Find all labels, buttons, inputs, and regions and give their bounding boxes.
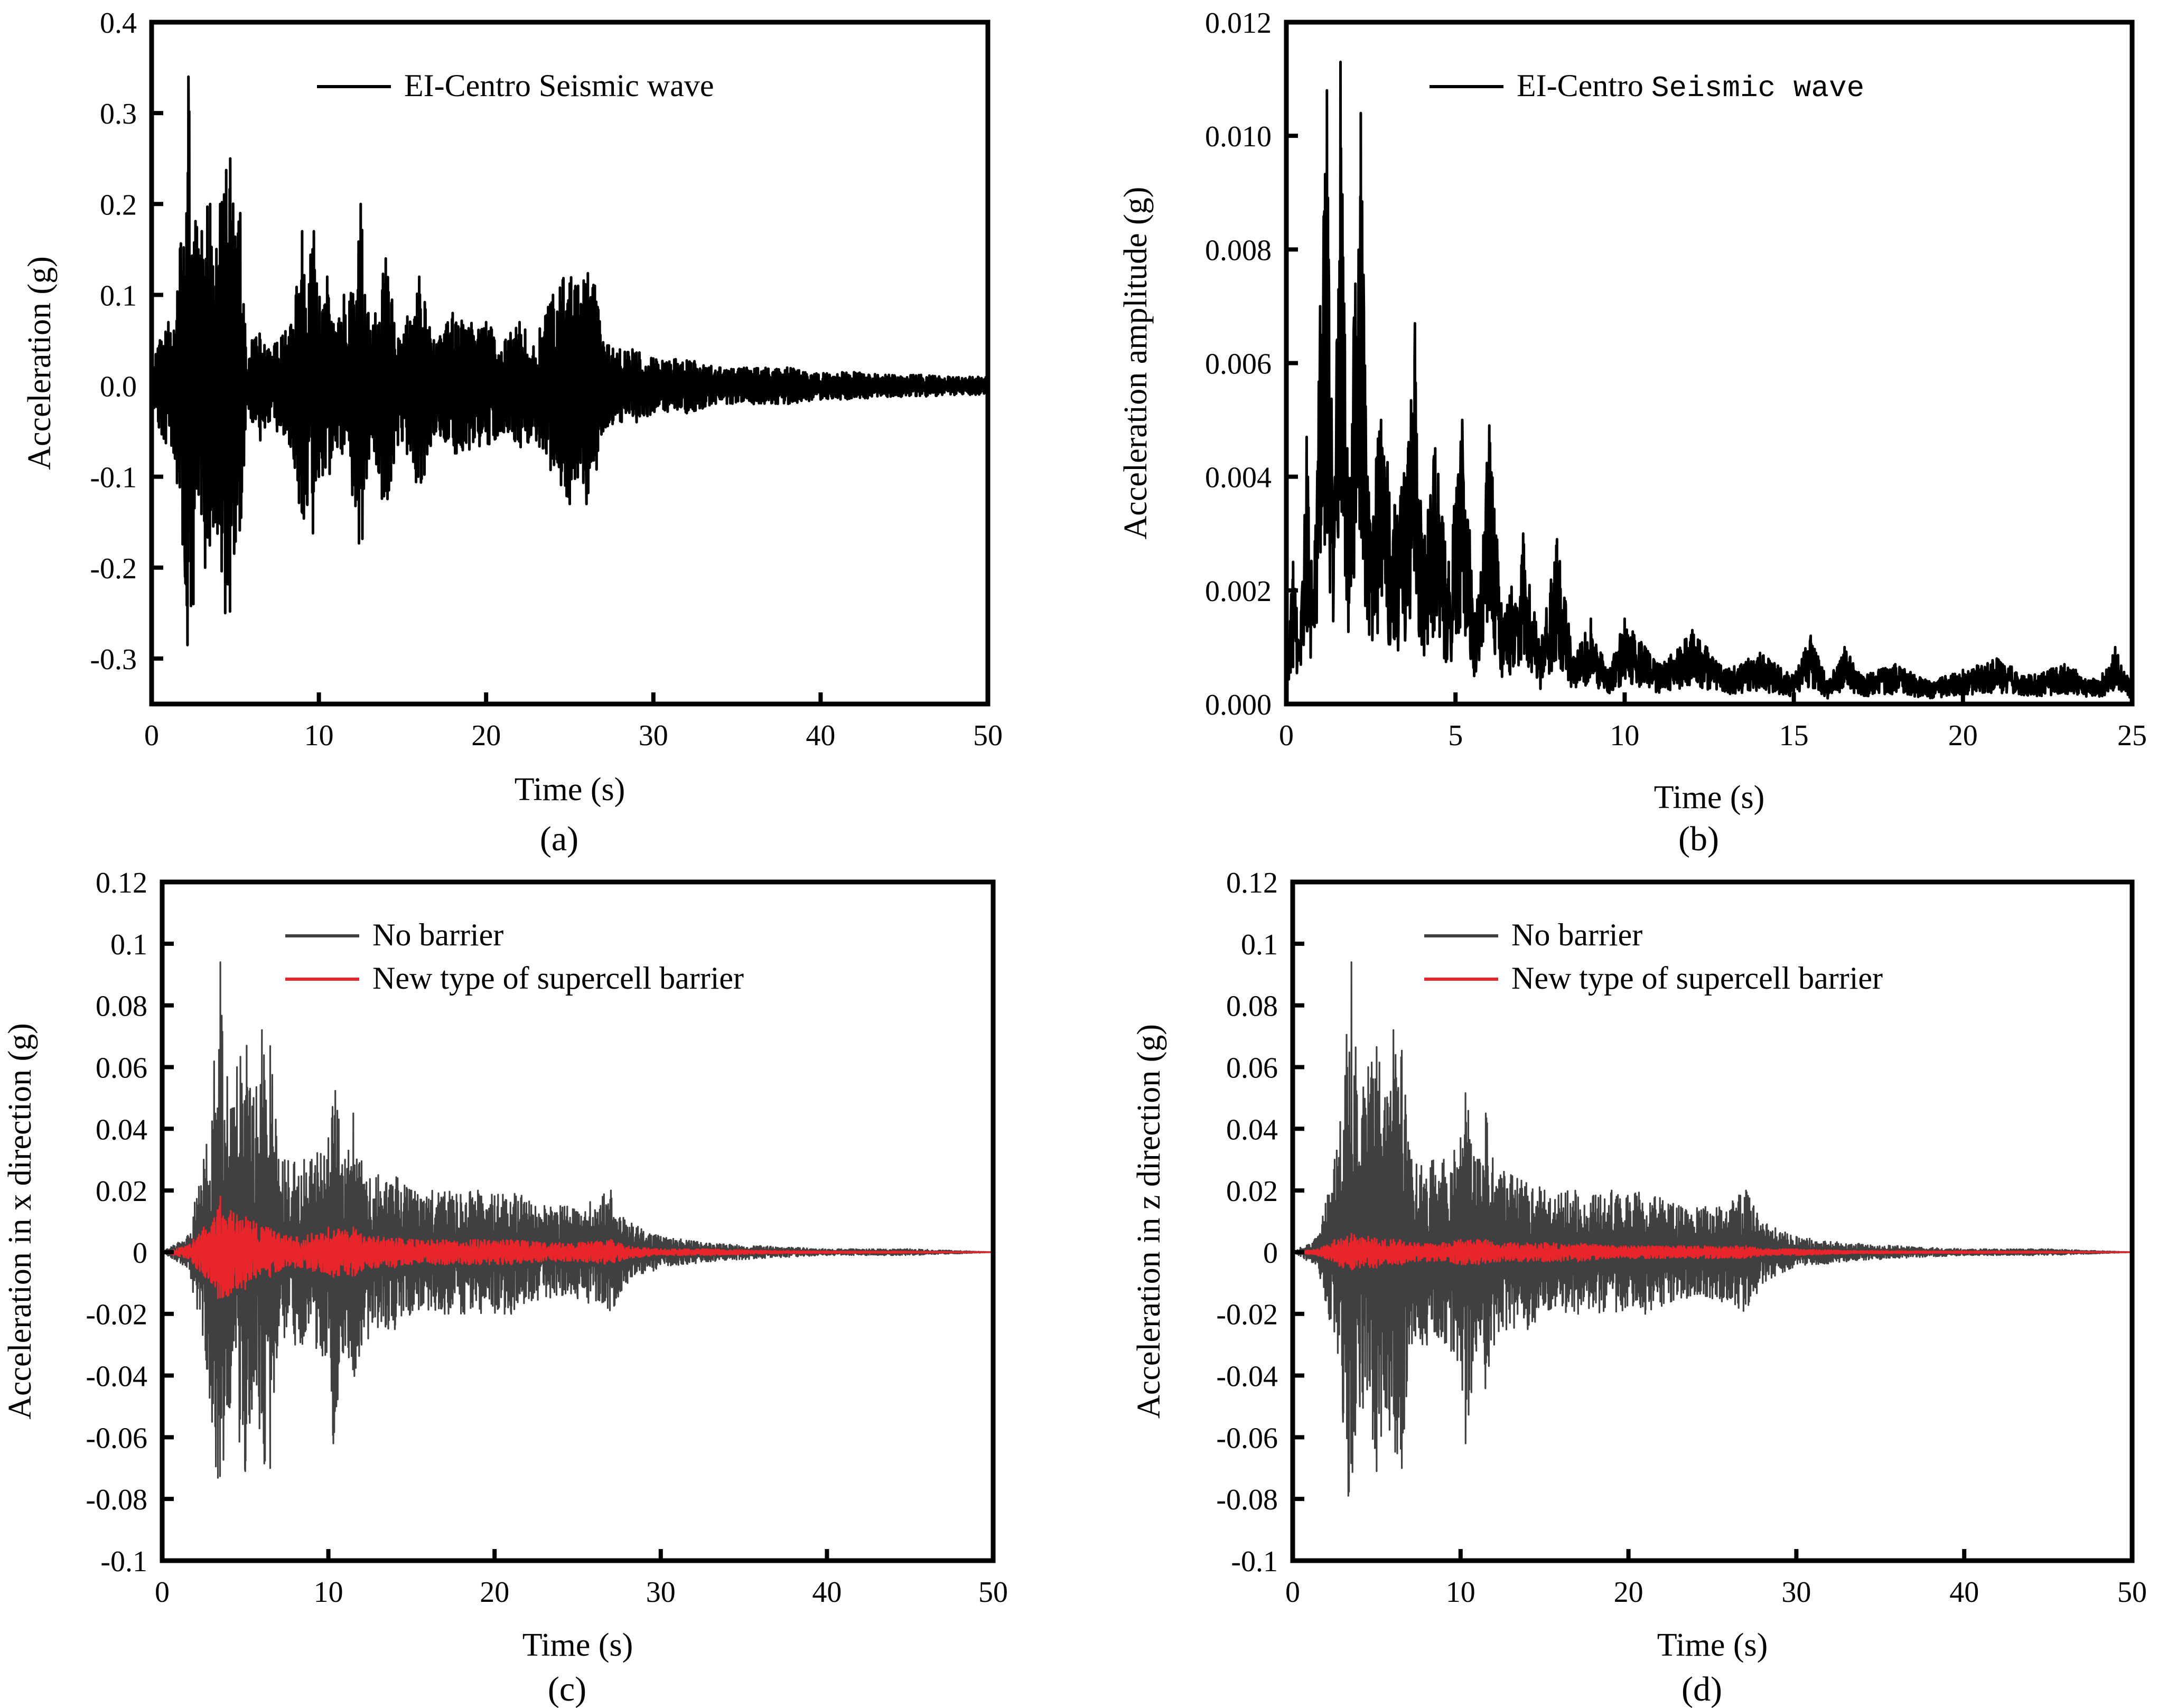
x-tick-label-a-5: 50 (973, 719, 1003, 752)
series-line-b-1 (1286, 60, 2132, 700)
chart-panel-c: 0 10 20 30 40 50 -0.1 -0.08 -0.06 -0.04 -0.02 0 0.02… (2, 867, 1008, 1708)
y-tick-label-c-11: 0.12 (96, 867, 147, 899)
series-line-d-1 (1293, 961, 2132, 1497)
y-tick-label-b-6: 0.012 (1205, 7, 1272, 40)
x-tick-label-a-4: 40 (806, 719, 835, 752)
y-tick-label-c-7: 0.04 (96, 1113, 147, 1146)
y-tick-label-d-11: 0.12 (1226, 867, 1278, 899)
y-tick-label-d-4: -0.02 (1216, 1299, 1278, 1331)
y-tick-label-d-1: -0.08 (1216, 1484, 1278, 1516)
y-tick-label-c-4: -0.02 (86, 1299, 147, 1331)
y-tick-label-c-5: 0 (133, 1237, 147, 1270)
x-tick-label-d-0: 0 (1285, 1576, 1300, 1609)
y-tick-label-d-7: 0.04 (1226, 1113, 1278, 1146)
x-tick-label-b-2: 10 (1610, 719, 1639, 752)
plot-frame-a (149, 20, 991, 707)
x-tick-label-c-2: 20 (480, 1576, 509, 1609)
y-tick-label-a-3: 0.0 (100, 371, 137, 403)
y-tick-label-a-1: -0.2 (90, 552, 137, 585)
x-tick-label-a-1: 10 (304, 719, 334, 752)
y-tick-label-a-7: 0.4 (100, 7, 137, 40)
x-tick-label-d-3: 30 (1781, 1576, 1811, 1609)
panel-label-c: (c) (548, 1670, 586, 1708)
legend-label-d-2: New type of supercell barrier (1511, 961, 1883, 996)
panel-label-b: (b) (1678, 820, 1719, 858)
x-axis-title-b: Time (s) (1654, 780, 1765, 815)
y-tick-label-b-5: 0.010 (1205, 120, 1272, 153)
y-tick-label-d-10: 0.1 (1241, 928, 1278, 961)
chart-panel-d: 0 10 20 30 40 50 -0.1 -0.08 -0.06 -0.04 -0.02 0 0.02… (1131, 867, 2147, 1708)
y-tick-label-a-0: -0.3 (90, 643, 137, 676)
legend-label-b-1: EI-Centro Seismic wave (1517, 68, 1864, 105)
chart-panel-b: 0 5 10 15 20 25 0.000 0.002 0.004 0.006 0.008 0.010… (1118, 7, 2147, 858)
y-tick-label-a-4: 0.1 (100, 279, 137, 312)
y-tick-label-d-0: -0.1 (1231, 1545, 1278, 1578)
legend-label-c-1: No barrier (372, 917, 503, 952)
series-line-d-2 (1293, 1233, 2132, 1271)
x-tick-label-d-2: 20 (1614, 1576, 1643, 1609)
y-axis-title-b: Acceleration amplitude (g) (1118, 187, 1154, 540)
x-tick-label-b-0: 0 (1279, 719, 1294, 752)
y-axis-title-d: Acceleration in z direction (g) (1131, 1024, 1167, 1419)
x-tick-label-c-1: 10 (314, 1576, 343, 1609)
x-tick-label-a-3: 30 (639, 719, 668, 752)
y-tick-label-b-3: 0.006 (1205, 348, 1272, 381)
y-tick-label-d-6: 0.02 (1226, 1175, 1278, 1208)
x-tick-label-c-3: 30 (646, 1576, 676, 1609)
y-tick-label-c-10: 0.1 (110, 928, 147, 961)
panel-label-a: (a) (540, 820, 578, 858)
series-line-c-1 (162, 961, 993, 1479)
x-tick-label-d-4: 40 (1949, 1576, 1979, 1609)
series-line-c-2 (162, 1196, 993, 1299)
y-tick-label-b-4: 0.008 (1205, 234, 1272, 267)
y-tick-label-c-1: -0.08 (86, 1484, 147, 1516)
chart-panel-a: 0 10 20 30 40 50 -0.3 -0.2 -0.1 0.0 0.1 0.2 0.3 0.4 Ti… (22, 7, 1003, 858)
x-tick-label-c-0: 0 (155, 1576, 170, 1609)
x-axis-title-a: Time (s) (515, 772, 625, 808)
y-tick-label-a-6: 0.3 (100, 98, 137, 130)
x-tick-label-b-5: 25 (2117, 719, 2147, 752)
y-tick-label-d-3: -0.04 (1216, 1360, 1278, 1393)
x-tick-label-a-2: 20 (471, 719, 501, 752)
series-line-a-1 (152, 75, 988, 646)
x-tick-label-b-4: 20 (1948, 719, 1978, 752)
y-tick-label-b-0: 0.000 (1205, 689, 1272, 721)
x-tick-label-d-5: 50 (2117, 1576, 2147, 1609)
legend-label-a-1: EI-Centro Seismic wave (404, 68, 714, 103)
x-tick-label-a-0: 0 (144, 719, 159, 752)
plot-frame-d (1290, 879, 2135, 1563)
y-tick-label-d-5: 0 (1263, 1237, 1278, 1270)
y-tick-label-c-2: -0.06 (86, 1422, 147, 1454)
y-tick-label-c-9: 0.08 (96, 990, 147, 1023)
panel-label-d: (d) (1681, 1670, 1722, 1708)
y-tick-label-d-9: 0.08 (1226, 990, 1278, 1023)
y-axis-title-c: Acceleration in x direction (g) (2, 1023, 38, 1420)
plot-frame-b (1284, 20, 2135, 707)
x-tick-label-c-4: 40 (812, 1576, 842, 1609)
x-tick-label-b-3: 15 (1779, 719, 1809, 752)
y-tick-label-b-1: 0.002 (1205, 575, 1272, 608)
x-axis-title-c: Time (s) (522, 1627, 633, 1663)
y-tick-label-d-8: 0.06 (1226, 1052, 1278, 1084)
y-tick-label-c-8: 0.06 (96, 1052, 147, 1084)
x-tick-label-b-1: 5 (1448, 719, 1463, 752)
x-tick-label-c-5: 50 (978, 1576, 1008, 1609)
x-tick-label-d-1: 10 (1446, 1576, 1475, 1609)
y-tick-label-d-2: -0.06 (1216, 1422, 1278, 1454)
y-tick-label-c-3: -0.04 (86, 1360, 147, 1393)
y-tick-label-b-2: 0.004 (1205, 462, 1272, 494)
y-axis-title-a: Acceleration (g) (22, 256, 58, 470)
y-tick-label-c-0: -0.1 (100, 1545, 147, 1578)
x-axis-title-d: Time (s) (1657, 1627, 1768, 1663)
legend-label-c-2: New type of supercell barrier (372, 961, 744, 996)
legend-label-d-1: No barrier (1511, 917, 1642, 952)
plot-frame-c (160, 879, 996, 1563)
y-tick-label-a-2: -0.1 (90, 462, 137, 494)
y-tick-label-c-6: 0.02 (96, 1175, 147, 1208)
y-tick-label-a-5: 0.2 (100, 189, 137, 221)
